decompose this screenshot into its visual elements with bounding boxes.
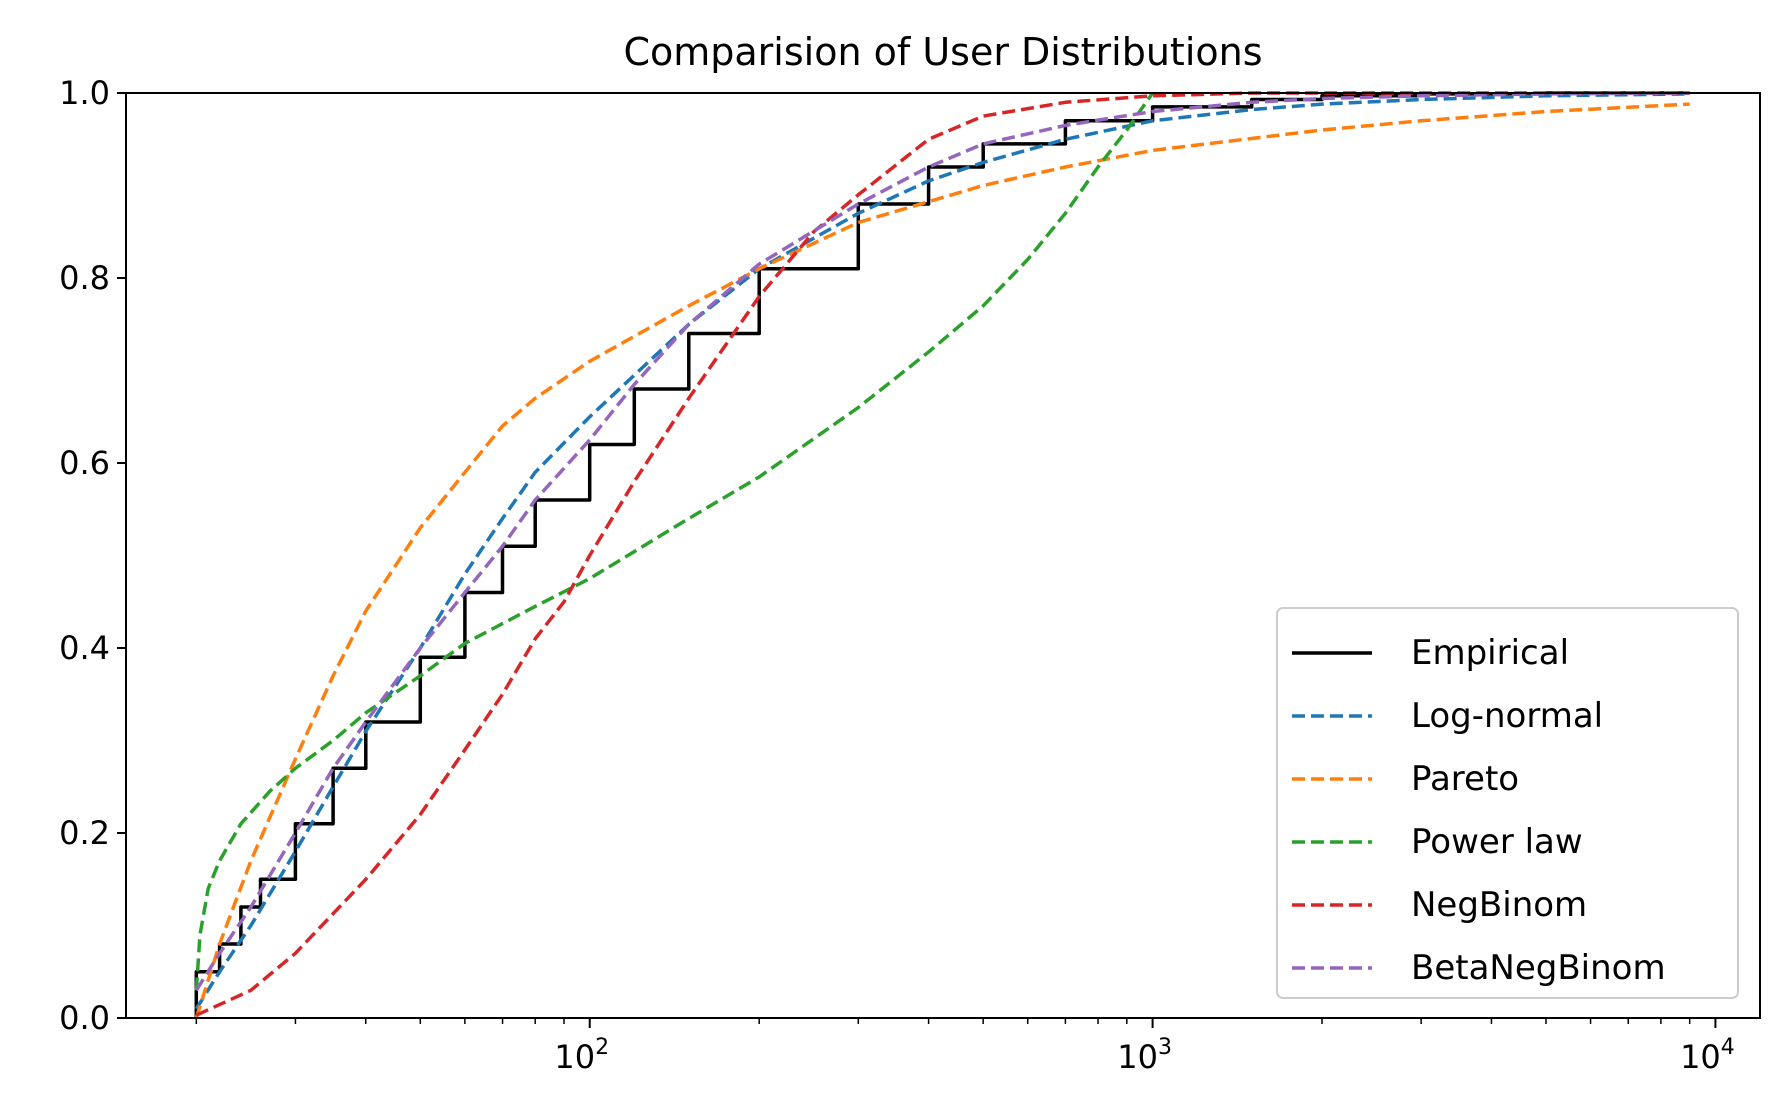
y-tick-label: 0.8 bbox=[59, 259, 110, 297]
legend-box bbox=[1276, 607, 1739, 999]
y-axis: 0.0 0.2 0.4 0.6 0.8 1.0 bbox=[59, 74, 126, 1037]
x-tick-label: 104 bbox=[1680, 1035, 1735, 1076]
legend-label-log-normal: Log-normal bbox=[1411, 696, 1603, 736]
x-axis: 102 103 104 bbox=[195, 1018, 1735, 1076]
plot-frame bbox=[125, 92, 1761, 1019]
series-line-negbinom bbox=[195, 91, 1690, 1017]
series-line-log-normal bbox=[194, 92, 1690, 1010]
plot-lines bbox=[194, 91, 1690, 1019]
x-tick-label: 103 bbox=[1117, 1035, 1172, 1076]
y-tick-label: 0.2 bbox=[59, 814, 110, 852]
series-line-power-law bbox=[194, 91, 1155, 991]
legend-label-power-law: Power law bbox=[1411, 822, 1583, 862]
legend-label-betanegbinom: BetaNegBinom bbox=[1411, 948, 1666, 988]
y-tick-label: 0.4 bbox=[59, 629, 110, 667]
legend: Empirical Log-normal Pareto Power law NegBin… bbox=[1276, 607, 1739, 999]
series-line-empirical bbox=[194, 91, 1690, 1018]
series-line-betanegbinom bbox=[194, 91, 1690, 992]
series-line-pareto bbox=[194, 102, 1690, 1019]
legend-label-empirical: Empirical bbox=[1411, 633, 1569, 673]
y-tick-label: 0.0 bbox=[59, 999, 110, 1037]
x-tick-label: 102 bbox=[554, 1035, 609, 1076]
legend-label-negbinom: NegBinom bbox=[1411, 885, 1587, 925]
chart-title: Comparision of User Distributions bbox=[623, 30, 1262, 74]
y-tick-label: 0.6 bbox=[59, 444, 110, 482]
y-tick-label: 1.0 bbox=[59, 74, 110, 112]
legend-label-pareto: Pareto bbox=[1411, 759, 1519, 799]
